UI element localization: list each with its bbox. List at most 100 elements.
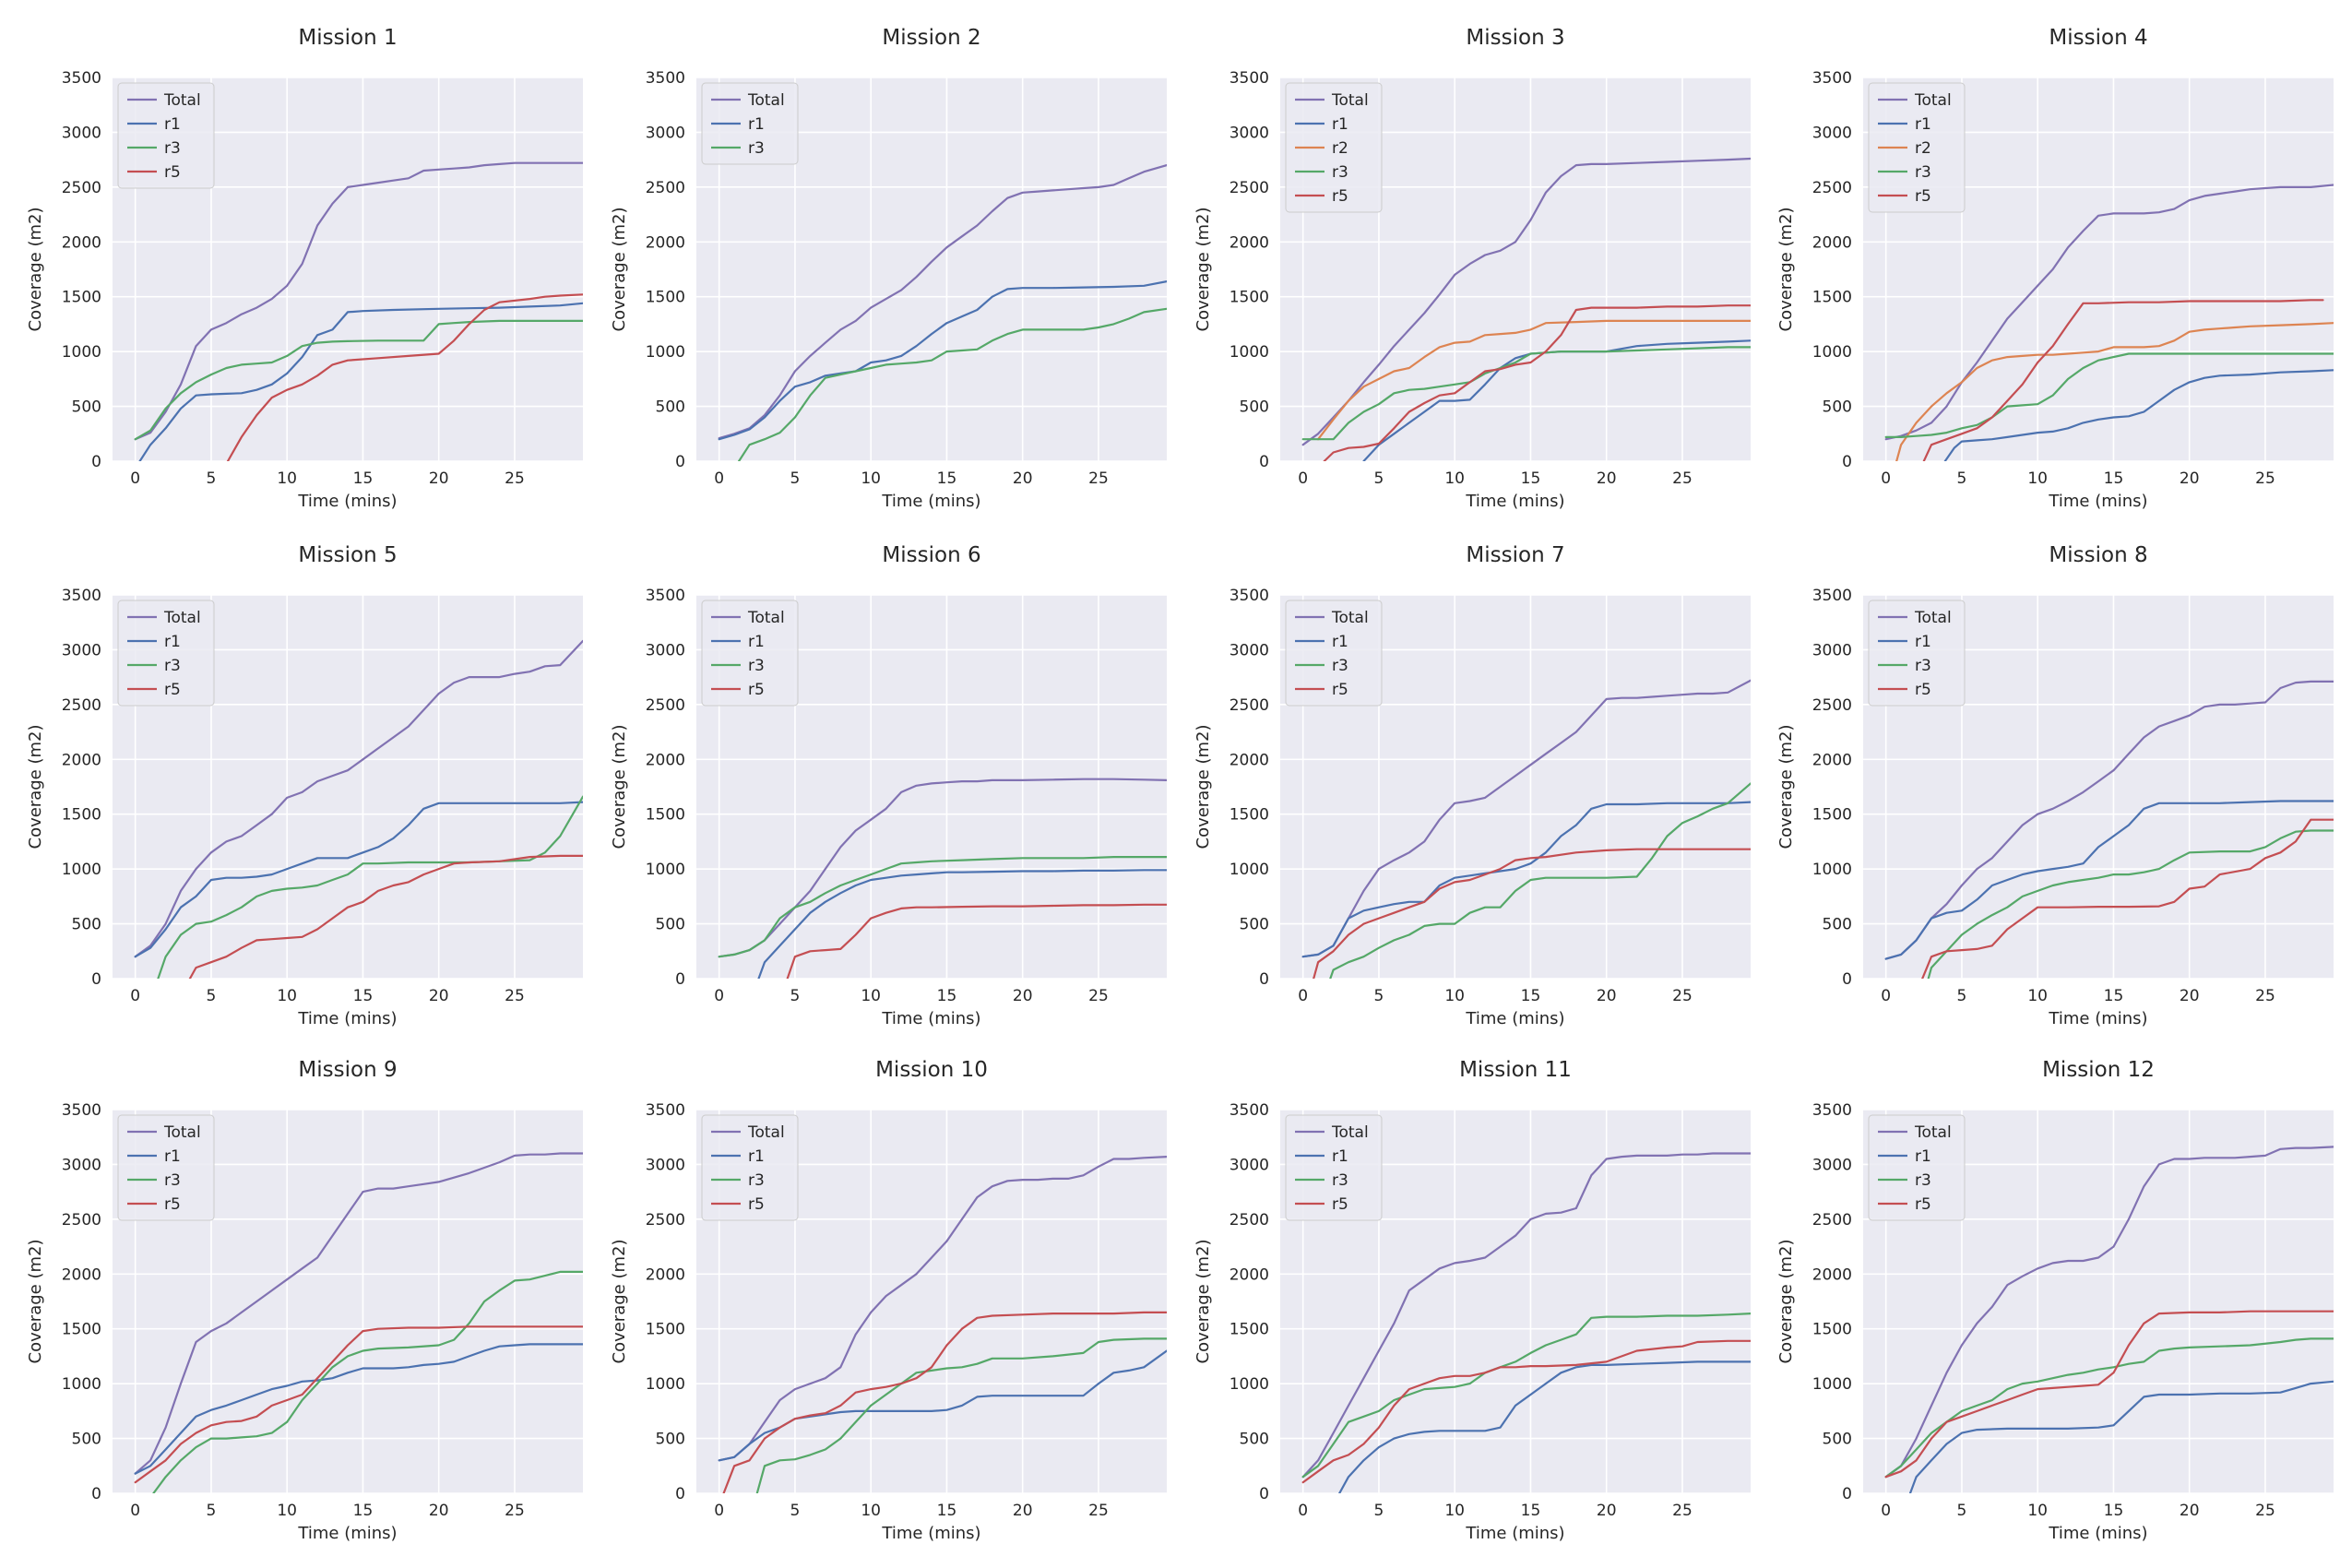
- legend-label: Total: [747, 609, 785, 627]
- legend-label: r3: [164, 139, 181, 158]
- x-axis-label: Time (mins): [2048, 492, 2147, 511]
- y-tick-label: 3000: [646, 124, 685, 142]
- y-tick-label: 3000: [646, 641, 685, 659]
- x-tick-label: 0: [1881, 1502, 1891, 1520]
- legend-label: r1: [164, 115, 181, 134]
- x-tick-label: 20: [1597, 469, 1617, 488]
- series-line-r2: [1316, 319, 1751, 441]
- y-tick-label: 2000: [1812, 751, 1852, 769]
- y-tick-label: 1000: [62, 861, 101, 879]
- x-axis-label: Time (mins): [2048, 1524, 2147, 1543]
- series-group: [134, 161, 583, 461]
- y-tick-label: 3000: [62, 124, 101, 142]
- y-tick-label: 3000: [1229, 1156, 1269, 1174]
- x-tick-label: 15: [353, 1502, 374, 1520]
- series-line-r3: [718, 855, 1167, 958]
- series-line-r3: [737, 307, 1167, 461]
- x-tick-label: 20: [429, 987, 449, 1005]
- y-tick-label: 2500: [1812, 179, 1852, 197]
- y-tick-label: 1000: [1812, 861, 1852, 879]
- legend-frame: [1285, 82, 1383, 213]
- x-tick-label: 15: [353, 987, 374, 1005]
- legend-label: r5: [1332, 681, 1348, 699]
- legend: Total r1 r3 r5: [701, 600, 799, 707]
- y-axis-label: Coverage (m2): [610, 725, 629, 849]
- x-tick-label: 5: [1374, 987, 1384, 1005]
- legend: Total r1 r3 r5: [117, 600, 215, 707]
- legend-frame: [1285, 600, 1383, 707]
- y-tick-label: 3000: [1812, 641, 1852, 659]
- y-tick-label: 3500: [1812, 69, 1852, 88]
- y-tick-label: 500: [656, 1431, 685, 1449]
- y-tick-label: 500: [72, 1431, 101, 1449]
- legend-label: r3: [1915, 163, 1931, 182]
- y-tick-label: 3500: [1812, 1101, 1852, 1120]
- legend-label: r3: [164, 1171, 181, 1190]
- y-tick-label: 1500: [1812, 1321, 1852, 1339]
- panel-title: Mission 9: [298, 1058, 397, 1082]
- x-tick-label: 20: [1597, 987, 1617, 1005]
- y-tick-label: 3500: [1229, 69, 1269, 88]
- x-tick-label: 20: [1597, 1502, 1617, 1520]
- series-group: [134, 639, 583, 979]
- legend-label: r1: [748, 115, 765, 134]
- x-tick-label: 20: [429, 469, 449, 488]
- series-line-r3: [1884, 352, 2334, 438]
- panel-mission-5: 0 500 1000 1500 2000 2500 3000 3500 0 5 10 15 20 25 Mi…: [26, 543, 583, 1028]
- series-line-r1: [1362, 339, 1751, 461]
- x-tick-label: 15: [2104, 987, 2124, 1005]
- panel-title: Mission 2: [882, 26, 980, 50]
- legend: Total r1 r3 r5: [1868, 600, 1966, 707]
- y-tick-label: 2000: [1229, 233, 1269, 252]
- y-axis-label: Coverage (m2): [1194, 725, 1213, 849]
- series-line-r1: [1908, 1380, 2334, 1493]
- x-tick-label: 15: [937, 987, 957, 1005]
- x-tick-label: 5: [207, 1502, 217, 1520]
- x-tick-label: 25: [1672, 469, 1693, 488]
- y-tick-label: 3500: [1229, 587, 1269, 605]
- y-tick-label: 3500: [1812, 587, 1852, 605]
- series-group: [1884, 1146, 2334, 1493]
- y-axis-label: Coverage (m2): [26, 1240, 45, 1364]
- legend-label: r3: [164, 657, 181, 675]
- legend-label: r1: [748, 1147, 765, 1166]
- series-line-r5: [1323, 304, 1751, 461]
- legend-label: Total: [163, 91, 201, 110]
- x-tick-label: 5: [1957, 987, 1967, 1005]
- y-tick-label: 0: [1259, 970, 1269, 989]
- x-tick-label: 10: [861, 1502, 881, 1520]
- legend: Total r1 r3 r5: [701, 1114, 799, 1221]
- y-axis-label: Coverage (m2): [26, 725, 45, 849]
- x-axis-label: Time (mins): [297, 492, 397, 511]
- series-line-r3: [1329, 782, 1751, 979]
- y-tick-label: 2000: [646, 751, 685, 769]
- series-line-r3: [152, 1270, 583, 1493]
- y-tick-label: 3000: [1229, 124, 1269, 142]
- x-tick-label: 10: [2027, 469, 2048, 488]
- series-line-total: [134, 1152, 583, 1475]
- x-tick-label: 0: [714, 469, 724, 488]
- x-tick-label: 5: [790, 1502, 801, 1520]
- x-tick-label: 20: [2180, 469, 2200, 488]
- y-tick-label: 500: [656, 398, 685, 417]
- x-tick-label: 10: [2027, 987, 2048, 1005]
- x-axis-label: Time (mins): [881, 492, 980, 511]
- series-line-r1: [757, 869, 1167, 979]
- series-line-r3: [134, 319, 583, 441]
- y-tick-label: 1500: [62, 1321, 101, 1339]
- legend-label: r3: [1915, 1171, 1931, 1190]
- panel-title: Mission 7: [1466, 543, 1564, 567]
- legend-label: r5: [748, 1195, 765, 1214]
- series-line-r5: [1313, 848, 1751, 979]
- y-axis-label: Coverage (m2): [1776, 208, 1796, 332]
- y-tick-label: 500: [72, 398, 101, 417]
- legend-frame: [701, 82, 799, 165]
- y-tick-label: 1500: [62, 806, 101, 825]
- legend-frame: [117, 1114, 215, 1221]
- legend-label: r5: [1332, 187, 1348, 206]
- legend-label: r1: [164, 1147, 181, 1166]
- panel-title: Mission 3: [1466, 26, 1564, 50]
- x-tick-label: 25: [1672, 1502, 1693, 1520]
- x-tick-label: 15: [937, 1502, 957, 1520]
- x-tick-label: 25: [2255, 987, 2275, 1005]
